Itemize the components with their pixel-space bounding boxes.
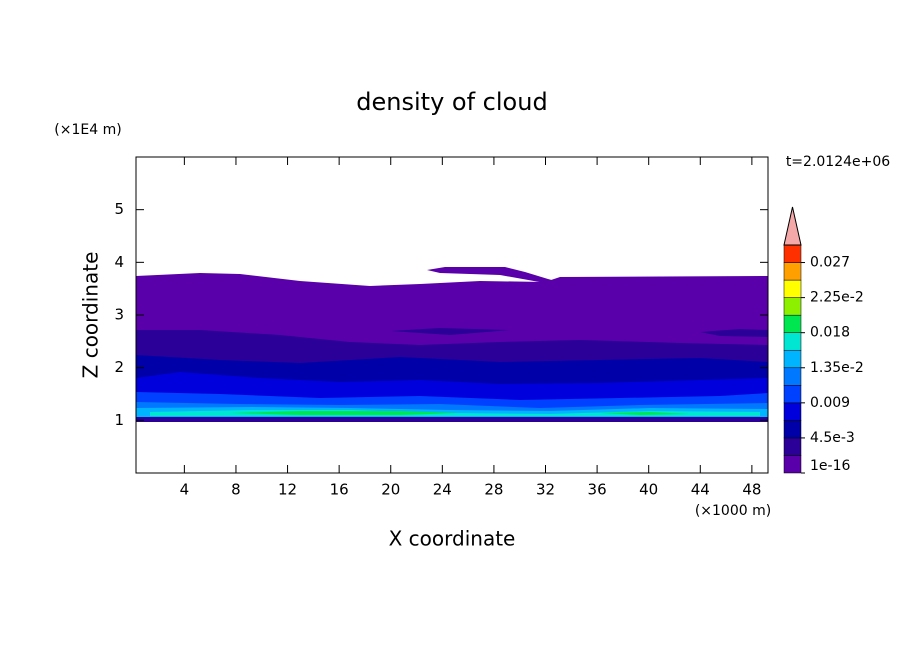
x-tick-label: 20 (381, 481, 400, 499)
colorbar-tick-label: 0.018 (810, 325, 850, 341)
x-tick-label: 32 (536, 481, 555, 499)
contour-band (600, 412, 690, 415)
colorbar-tick-label: 2.25e-2 (810, 290, 864, 306)
y-unit: (×1E4 m) (54, 122, 121, 138)
colorbar: 1e-16 4.5e-3 0.009 1.35e-2 0.018 2.25e-2 0.027 (783, 206, 864, 474)
y-tick-label: 5 (114, 200, 124, 218)
y-tick-label: 2 (114, 358, 124, 376)
colorbar-box (783, 385, 802, 404)
y-axis-label: Z coordinate (79, 252, 103, 379)
chart-title: density of cloud (356, 88, 547, 116)
contour-band (390, 328, 510, 335)
contour-band (700, 329, 768, 337)
colorbar-box (783, 420, 802, 439)
x-tick-label: 48 (742, 481, 761, 499)
x-tick-label: 44 (691, 481, 710, 499)
y-tick-label: 4 (114, 253, 124, 271)
x-tick-label: 40 (639, 481, 658, 499)
x-axis-label: X coordinate (389, 527, 516, 551)
colorbar-box (783, 262, 802, 281)
colorbar-box (783, 314, 802, 333)
colorbar-box (783, 279, 802, 298)
colorbar-tick-label: 1.35e-2 (810, 360, 864, 376)
colorbar-box (783, 349, 802, 369)
x-tick-label: 28 (484, 481, 503, 499)
x-tick-label: 8 (231, 481, 241, 499)
x-tick-label: 24 (433, 481, 452, 499)
contour-band (230, 411, 460, 415)
contour-field (136, 267, 768, 422)
colorbar-box (783, 437, 802, 456)
contour-band (136, 417, 768, 422)
colorbar-tick-label: 1e-16 (810, 458, 850, 474)
colorbar-box (783, 367, 802, 386)
y-tick-label: 1 (114, 411, 124, 429)
y-tick-label: 3 (114, 306, 124, 324)
colorbar-box (783, 332, 802, 351)
colorbar-box (783, 244, 802, 263)
colorbar-box (783, 297, 802, 316)
x-tick-label: 36 (588, 481, 607, 499)
contour-band (427, 267, 570, 285)
colorbar-extend (783, 206, 802, 246)
colorbar-tick-label: 0.027 (810, 255, 850, 271)
colorbar-tick-label: 4.5e-3 (810, 430, 855, 446)
x-tick-label: 4 (180, 481, 190, 499)
x-tick-label: 12 (278, 481, 297, 499)
colorbar-tick-label: 0.009 (810, 395, 850, 411)
time-annotation: t=2.0124e+06 (786, 154, 890, 170)
x-unit: (×1000 m) (695, 503, 771, 519)
colorbar-box (783, 402, 802, 421)
x-tick-label: 16 (330, 481, 349, 499)
colorbar-box (783, 455, 802, 474)
